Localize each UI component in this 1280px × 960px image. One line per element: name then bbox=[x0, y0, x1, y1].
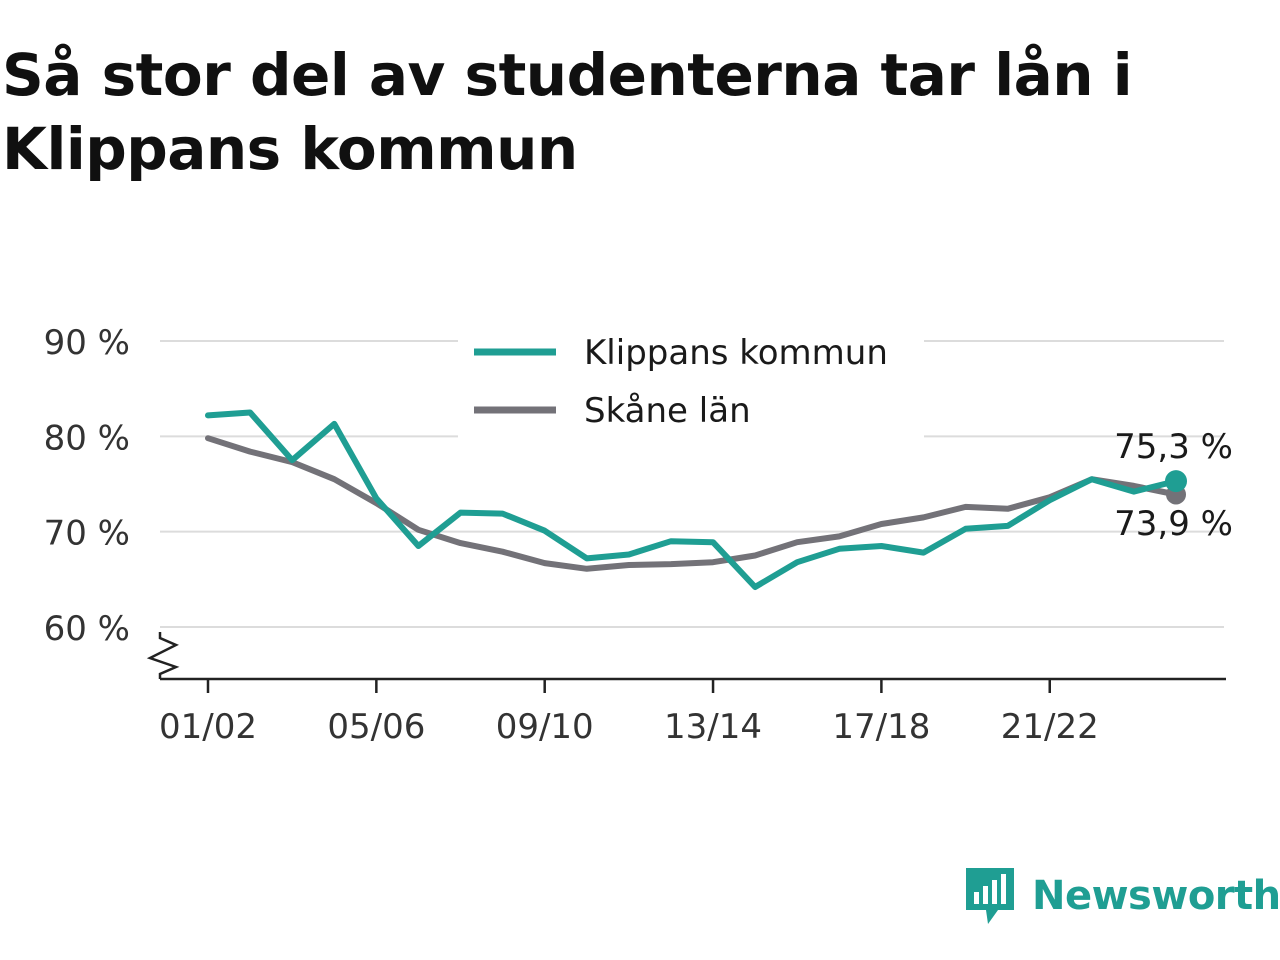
y-axis-labels: 60 % 70 % 80 % 90 % bbox=[44, 323, 130, 649]
brand-footer: Newsworthy bbox=[964, 864, 1280, 928]
series-line bbox=[205, 409, 1179, 590]
y-tick-label: 80 % bbox=[44, 418, 130, 458]
x-tick-label: 05/06 bbox=[327, 707, 425, 747]
axis-break-icon bbox=[146, 632, 180, 679]
legend: Klippans kommun Skåne län bbox=[458, 322, 924, 440]
x-axis bbox=[146, 632, 1226, 693]
legend-background bbox=[458, 322, 924, 440]
page-title: Så stor del av studenterna tar lån i Kli… bbox=[2, 41, 1133, 183]
end-labels: 75,3 % 73,9 % bbox=[1114, 427, 1233, 544]
x-tick-label: 13/14 bbox=[664, 707, 762, 747]
brand-name: Newsworthy bbox=[1032, 873, 1280, 919]
x-tick-label: 09/10 bbox=[496, 707, 594, 747]
legend-label: Skåne län bbox=[584, 391, 751, 431]
series-lines bbox=[205, 409, 1179, 590]
x-axis-labels: 01/02 05/06 09/10 13/14 17/18 21/22 bbox=[159, 707, 1099, 747]
y-tick-label: 70 % bbox=[44, 514, 130, 554]
x-tick-label: 17/18 bbox=[832, 707, 930, 747]
newsworthy-logo-icon bbox=[966, 868, 1014, 924]
end-marker bbox=[1165, 470, 1187, 493]
end-label: 75,3 % bbox=[1114, 427, 1233, 467]
x-tick-label: 01/02 bbox=[159, 707, 257, 747]
legend-label: Klippans kommun bbox=[584, 333, 888, 373]
end-label: 73,9 % bbox=[1114, 504, 1233, 544]
y-tick-label: 90 % bbox=[44, 323, 130, 363]
series-line bbox=[205, 435, 1179, 572]
x-tick-label: 21/22 bbox=[1001, 707, 1099, 747]
y-tick-label: 60 % bbox=[44, 609, 130, 649]
